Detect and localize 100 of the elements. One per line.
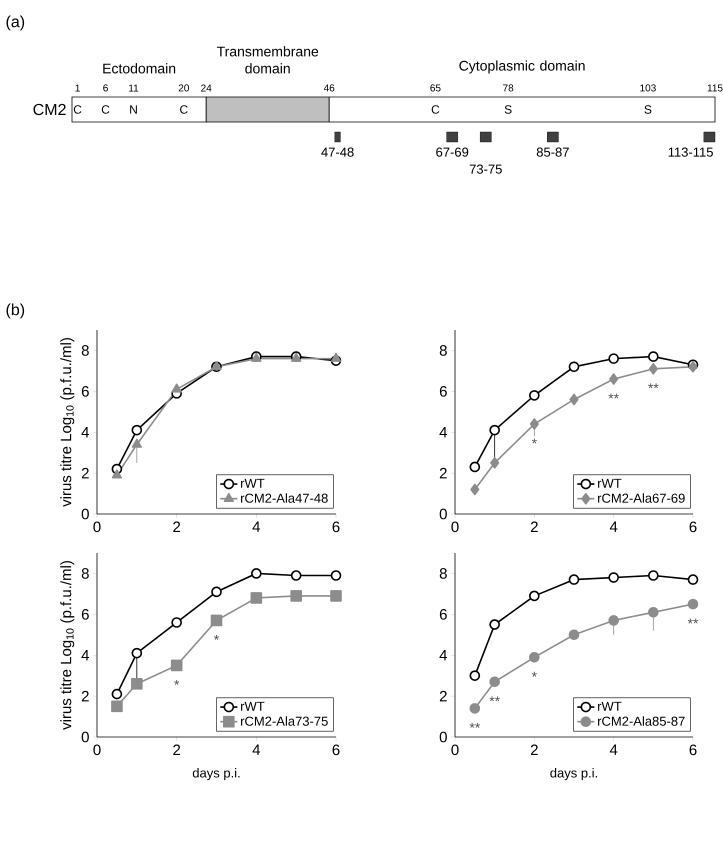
x-tick-label: 0 bbox=[451, 744, 459, 756]
x-tick-label: 6 bbox=[690, 744, 697, 756]
y-tick-label: 2 bbox=[440, 690, 447, 702]
x-tick-label: 6 bbox=[332, 744, 340, 756]
annotation: ** bbox=[470, 722, 480, 728]
legend-label: rWT bbox=[598, 478, 622, 488]
annotation: ** bbox=[688, 618, 698, 624]
point bbox=[132, 438, 142, 448]
y-tick-label: 6 bbox=[440, 386, 447, 397]
x-tick-label: 0 bbox=[93, 522, 101, 532]
x-tick-label: 115 bbox=[708, 84, 723, 92]
y-tick-label: 8 bbox=[440, 568, 447, 579]
annotation: C bbox=[432, 105, 440, 114]
point bbox=[250, 592, 262, 604]
point bbox=[470, 462, 480, 472]
series-label: Cytoplasmic domain bbox=[459, 60, 585, 74]
legend-label: rCM2-Ala73-75 bbox=[241, 716, 328, 726]
y-tick-label: 8 bbox=[82, 568, 89, 579]
point bbox=[290, 570, 302, 581]
x-tick-label: 0 bbox=[93, 744, 101, 756]
point bbox=[530, 418, 539, 430]
point bbox=[111, 700, 123, 712]
band-label: 47-48 bbox=[321, 148, 354, 157]
x-tick-label: 6 bbox=[332, 522, 340, 532]
y-axis-title: virus titre Log$_{10}$ (p.f.u./ml) bbox=[60, 561, 74, 730]
point bbox=[648, 570, 659, 581]
y-tick-label: 0 bbox=[82, 732, 89, 742]
point bbox=[489, 424, 500, 436]
y-tick-label: 2 bbox=[82, 468, 89, 478]
x-tick-label: 46 bbox=[324, 84, 334, 92]
annotation: C bbox=[74, 105, 82, 114]
point bbox=[172, 383, 182, 393]
x-tick-label: 78 bbox=[503, 84, 514, 92]
x-axis-title: days p.i. bbox=[192, 768, 240, 780]
annotation: * bbox=[532, 438, 537, 444]
point bbox=[608, 353, 619, 364]
annotation: S bbox=[504, 105, 512, 114]
point bbox=[688, 360, 698, 373]
band-label: 113-115 bbox=[668, 148, 713, 157]
point bbox=[290, 590, 302, 602]
point bbox=[211, 586, 222, 598]
y-tick-label: 4 bbox=[81, 427, 90, 438]
x-tick-label: 2 bbox=[173, 522, 180, 532]
x-tick-label: 6 bbox=[690, 522, 697, 532]
x-axis-title: days p.i. bbox=[550, 768, 598, 780]
annotation: * bbox=[174, 680, 180, 685]
x-tick-label: 4 bbox=[252, 744, 260, 755]
y-tick-label: 6 bbox=[82, 386, 89, 397]
point bbox=[131, 678, 143, 690]
annotation: N bbox=[130, 105, 137, 114]
point bbox=[608, 615, 619, 626]
band-label: 67-69 bbox=[436, 148, 468, 157]
legend-label: rCM2-Ala67-69 bbox=[598, 493, 685, 503]
point bbox=[170, 660, 182, 672]
y-tick-label: 6 bbox=[440, 609, 447, 620]
point bbox=[470, 703, 480, 714]
point bbox=[688, 574, 698, 585]
x-tick-label: 4 bbox=[252, 522, 260, 532]
chart-title: (b) bbox=[6, 304, 24, 318]
point bbox=[568, 361, 580, 372]
point bbox=[490, 457, 500, 469]
y-tick-label: CM2 bbox=[34, 104, 66, 116]
point bbox=[489, 619, 500, 630]
point bbox=[470, 484, 480, 496]
x-tick-label: 2 bbox=[530, 744, 538, 756]
point bbox=[569, 394, 579, 406]
point bbox=[529, 590, 540, 602]
y-tick-label: 0 bbox=[440, 732, 447, 742]
x-tick-label: 20 bbox=[178, 84, 189, 92]
annotation: * bbox=[532, 672, 537, 677]
annotation: C bbox=[102, 105, 110, 114]
point bbox=[132, 424, 142, 436]
x-tick-label: 24 bbox=[201, 84, 212, 92]
y-tick-label: 8 bbox=[440, 345, 447, 356]
band-label: 85-87 bbox=[536, 148, 569, 157]
point bbox=[210, 614, 222, 626]
point bbox=[330, 570, 342, 581]
annotation: * bbox=[214, 635, 220, 640]
point bbox=[529, 652, 540, 663]
band-label: 73-75 bbox=[470, 164, 502, 174]
point bbox=[648, 351, 659, 362]
point bbox=[648, 363, 658, 375]
point bbox=[609, 373, 618, 385]
annotation: ** bbox=[648, 383, 659, 388]
x-tick-label: 11 bbox=[129, 84, 138, 92]
point bbox=[489, 676, 500, 688]
point bbox=[330, 352, 342, 362]
y-tick-label: 4 bbox=[81, 650, 90, 660]
legend-label: rCM2-Ala85-87 bbox=[598, 716, 685, 726]
y-tick-label: 8 bbox=[82, 345, 89, 356]
y-tick-label: 0 bbox=[440, 508, 447, 520]
x-tick-label: 4 bbox=[610, 522, 618, 532]
point bbox=[688, 598, 698, 610]
point bbox=[529, 390, 540, 401]
x-tick-label: 1 bbox=[76, 84, 80, 92]
x-tick-label: 0 bbox=[451, 522, 459, 532]
y-tick-label: 2 bbox=[82, 690, 89, 702]
series-label: Ectodomain bbox=[103, 63, 176, 74]
point bbox=[251, 568, 262, 579]
y-tick-label: 2 bbox=[440, 468, 447, 478]
